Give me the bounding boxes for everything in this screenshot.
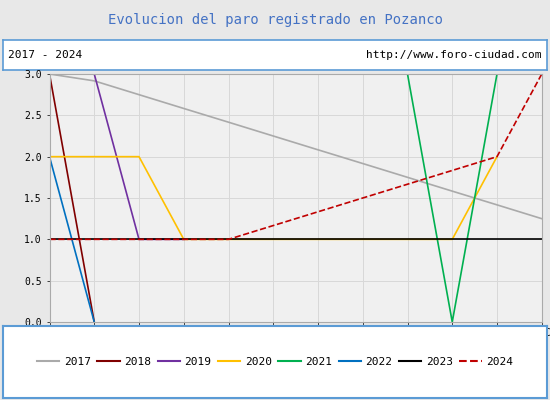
2020 xyxy=(315,237,321,242)
2023 xyxy=(360,237,366,242)
2023 xyxy=(180,237,187,242)
2023 xyxy=(91,237,97,242)
2020 xyxy=(91,154,97,159)
Legend: 2017, 2018, 2019, 2020, 2021, 2022, 2023, 2024: 2017, 2018, 2019, 2020, 2021, 2022, 2023… xyxy=(32,352,518,372)
2024 xyxy=(136,237,142,242)
2020 xyxy=(494,154,501,159)
2020 xyxy=(270,237,277,242)
2019 xyxy=(180,237,187,242)
2017 xyxy=(360,161,366,166)
2017 xyxy=(449,189,455,194)
2023 xyxy=(538,237,545,242)
2022 xyxy=(91,320,97,324)
2023 xyxy=(404,237,411,242)
2019 xyxy=(46,72,53,76)
2021 xyxy=(494,72,501,76)
Line: 2017: 2017 xyxy=(50,74,542,219)
2021 xyxy=(538,72,545,76)
2017 xyxy=(136,92,142,97)
2020 xyxy=(225,237,232,242)
2017 xyxy=(494,202,501,207)
Line: 2024: 2024 xyxy=(50,74,542,239)
2020 xyxy=(449,237,455,242)
2021 xyxy=(46,72,53,76)
2021 xyxy=(270,72,277,76)
2024 xyxy=(225,237,232,242)
2023 xyxy=(315,237,321,242)
2017 xyxy=(180,106,187,111)
2024 xyxy=(91,237,97,242)
2017 xyxy=(270,134,277,138)
2021 xyxy=(315,72,321,76)
Text: http://www.foro-ciudad.com: http://www.foro-ciudad.com xyxy=(366,50,542,60)
Text: Evolucion del paro registrado en Pozanco: Evolucion del paro registrado en Pozanco xyxy=(107,13,443,27)
2020 xyxy=(404,237,411,242)
2021 xyxy=(91,72,97,76)
2022 xyxy=(46,154,53,159)
2023 xyxy=(494,237,501,242)
2020 xyxy=(180,237,187,242)
Line: 2022: 2022 xyxy=(50,157,94,322)
Line: 2019: 2019 xyxy=(50,74,184,239)
2017 xyxy=(315,148,321,152)
2021 xyxy=(136,72,142,76)
2023 xyxy=(136,237,142,242)
2024 xyxy=(46,237,53,242)
Line: 2021: 2021 xyxy=(50,74,542,322)
2017 xyxy=(91,78,97,83)
2021 xyxy=(360,72,366,76)
2020 xyxy=(360,237,366,242)
2021 xyxy=(180,72,187,76)
2017 xyxy=(225,120,232,124)
2021 xyxy=(404,72,411,76)
2023 xyxy=(449,237,455,242)
2020 xyxy=(136,154,142,159)
2023 xyxy=(225,237,232,242)
2023 xyxy=(46,237,53,242)
2017 xyxy=(404,175,411,180)
2017 xyxy=(538,216,545,221)
2019 xyxy=(91,72,97,76)
2017 xyxy=(46,72,53,76)
2024 xyxy=(180,237,187,242)
2023 xyxy=(270,237,277,242)
2019 xyxy=(136,237,142,242)
Line: 2020: 2020 xyxy=(50,157,497,239)
2024 xyxy=(538,72,545,76)
2021 xyxy=(225,72,232,76)
2024 xyxy=(494,154,501,159)
Text: 2017 - 2024: 2017 - 2024 xyxy=(8,50,82,60)
2021 xyxy=(449,320,455,324)
2020 xyxy=(46,154,53,159)
